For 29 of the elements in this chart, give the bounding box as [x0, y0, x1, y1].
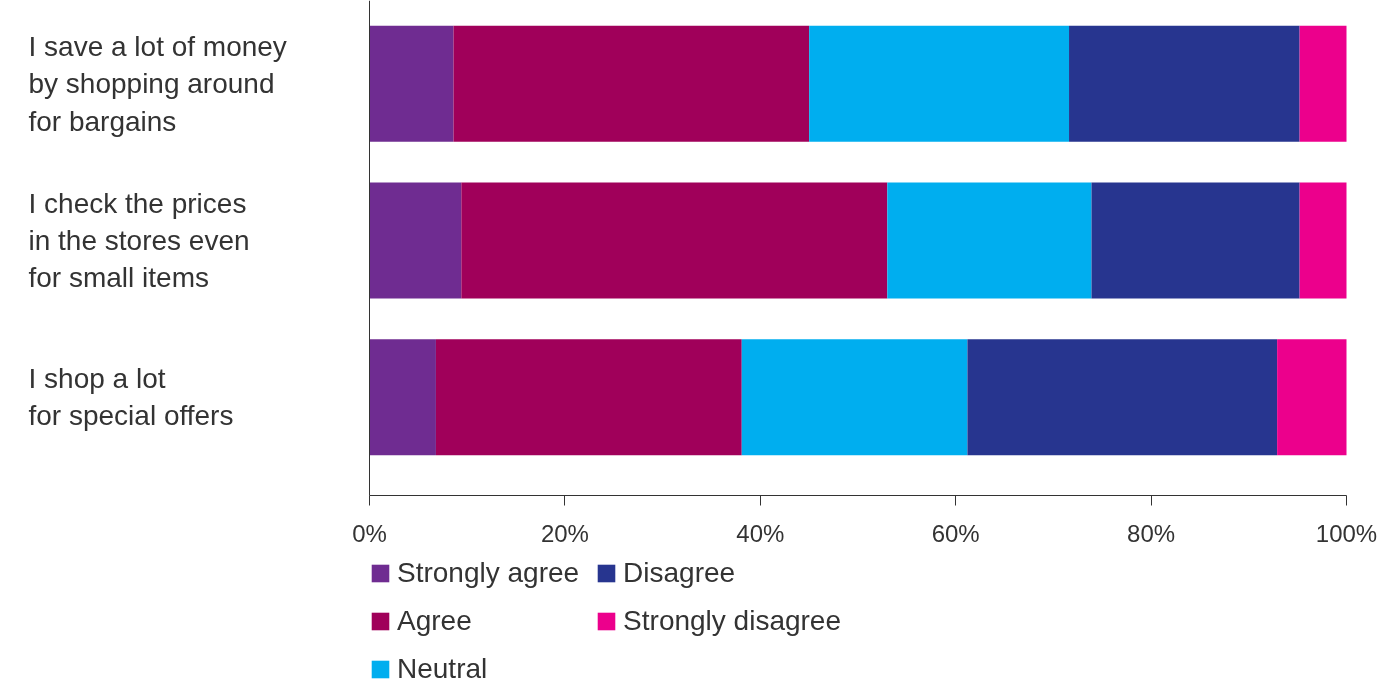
bar — [369, 339, 436, 456]
y-tick-label: I save a lot of money by shopping around for bargains — [28, 31, 287, 137]
bar — [967, 339, 1278, 456]
y-tick-label: I shop a lot for special offers — [28, 363, 234, 432]
bar — [1299, 25, 1347, 142]
legend-label: Disagree — [623, 557, 736, 589]
x-tick-label: 60% — [931, 519, 980, 547]
x-tick-label: 0% — [352, 519, 387, 547]
bar — [1277, 339, 1347, 456]
legend-label: Strongly disagree — [623, 605, 842, 637]
x-tick-label: 100% — [1315, 519, 1378, 547]
bar — [741, 339, 968, 456]
bar — [435, 339, 742, 456]
legend-label: Strongly agree — [397, 557, 580, 589]
bar — [369, 25, 454, 142]
x-tick-label: 20% — [540, 519, 589, 547]
bar — [887, 182, 1092, 299]
bar — [453, 25, 810, 142]
y-tick-label: I check the prices in the stores even for small items — [28, 187, 250, 294]
x-tick-label: 40% — [736, 519, 785, 547]
bar — [369, 182, 462, 299]
bar — [809, 25, 1070, 142]
bar — [461, 182, 888, 299]
bar — [1069, 25, 1300, 142]
bar — [1299, 182, 1347, 299]
legend-label: Neutral — [397, 653, 488, 685]
legend-label: Agree — [397, 605, 472, 637]
x-tick-label: 80% — [1127, 519, 1176, 547]
bar — [1091, 182, 1300, 299]
